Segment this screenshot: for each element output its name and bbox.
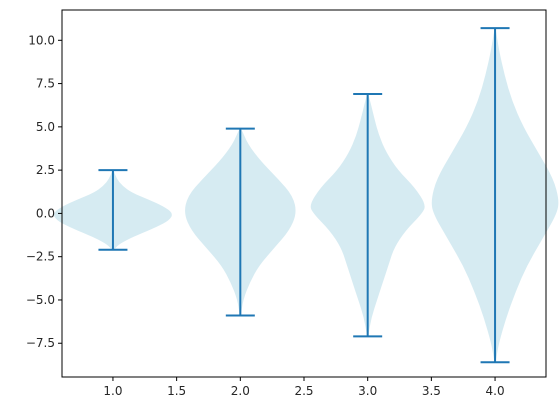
y-tick-label: 2.5 [36, 163, 55, 177]
y-tick-label: −5.0 [26, 293, 55, 307]
y-tick-label: −2.5 [26, 250, 55, 264]
x-tick-label: 2.0 [231, 384, 250, 398]
y-tick-label: 5.0 [36, 120, 55, 134]
x-axis-ticks: 1.0 1.5 2.0 2.5 3.0 3.5 4.0 [103, 377, 505, 398]
y-tick-label: 10.0 [28, 33, 55, 47]
x-tick-label: 4.0 [486, 384, 505, 398]
y-axis-ticks: −7.5 −5.0 −2.5 0.0 2.5 5.0 7.5 10.0 [26, 33, 62, 350]
y-tick-label: 7.5 [36, 77, 55, 91]
x-tick-label: 2.5 [294, 384, 313, 398]
x-tick-label: 1.0 [103, 384, 122, 398]
x-tick-label: 1.5 [167, 384, 186, 398]
y-tick-label: 0.0 [36, 206, 55, 220]
x-tick-label: 3.0 [358, 384, 377, 398]
violin-layer [54, 27, 559, 364]
y-tick-label: −7.5 [26, 336, 55, 350]
x-tick-label: 3.5 [422, 384, 441, 398]
